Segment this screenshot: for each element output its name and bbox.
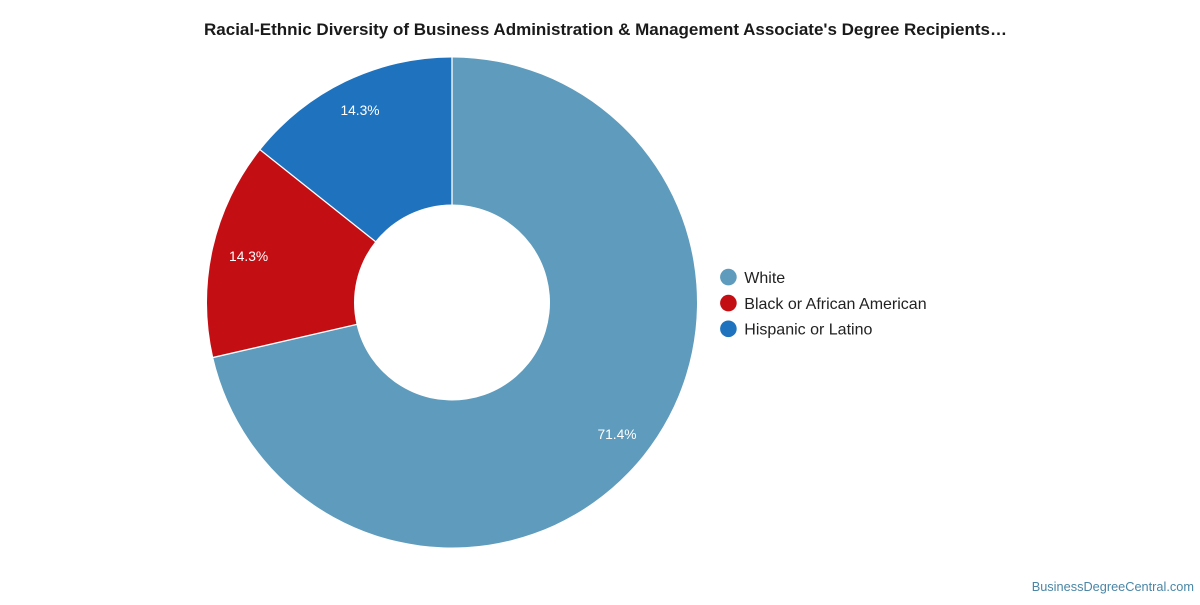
svg-text:Black or African American: Black or African American — [744, 296, 926, 313]
svg-text:14.3%: 14.3% — [229, 249, 268, 264]
svg-text:Hispanic or Latino: Hispanic or Latino — [744, 322, 872, 339]
svg-text:BusinessDegreeCentral.com: BusinessDegreeCentral.com — [1032, 579, 1194, 594]
svg-text:White: White — [744, 270, 785, 287]
svg-text:Racial-Ethnic Diversity of Bus: Racial-Ethnic Diversity of Business Admi… — [204, 20, 1007, 39]
svg-text:14.3%: 14.3% — [340, 103, 379, 118]
svg-text:71.4%: 71.4% — [597, 427, 636, 442]
